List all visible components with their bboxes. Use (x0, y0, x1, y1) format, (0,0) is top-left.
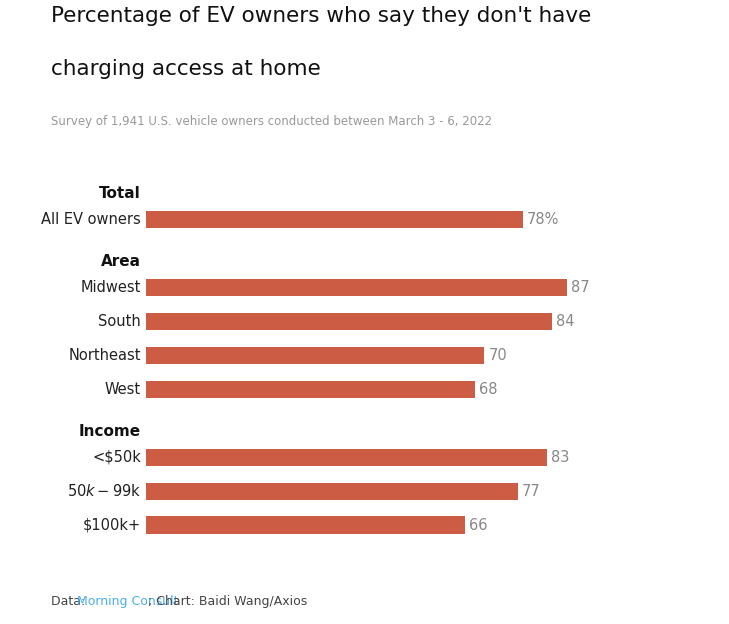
Text: 84: 84 (556, 314, 574, 329)
Text: $100k+: $100k+ (83, 518, 141, 533)
Bar (146, 517, 465, 534)
Text: $50k-$99k: $50k-$99k (67, 484, 141, 499)
Text: Percentage of EV owners who say they don't have: Percentage of EV owners who say they don… (51, 6, 591, 26)
Text: charging access at home: charging access at home (51, 59, 321, 79)
Bar (146, 346, 485, 364)
Bar (146, 278, 566, 296)
Bar (146, 313, 552, 330)
Text: 78%: 78% (527, 212, 559, 227)
Text: ; Chart: Baidi Wang/Axios: ; Chart: Baidi Wang/Axios (148, 595, 307, 608)
Text: 70: 70 (488, 348, 507, 363)
Text: 68: 68 (479, 382, 497, 397)
Bar (146, 449, 547, 466)
Text: Northeast: Northeast (69, 348, 141, 363)
Text: <$50k: <$50k (92, 450, 141, 465)
Text: South: South (98, 314, 141, 329)
Text: Total: Total (99, 187, 141, 202)
Bar (146, 482, 518, 500)
Text: All EV owners: All EV owners (42, 212, 141, 227)
Bar (146, 211, 523, 228)
Text: 87: 87 (571, 280, 589, 295)
Text: 66: 66 (469, 518, 488, 533)
Text: Data:: Data: (51, 595, 89, 608)
Text: Income: Income (79, 424, 141, 439)
Text: 77: 77 (522, 484, 541, 499)
Text: 83: 83 (551, 450, 569, 465)
Text: Morning Consult: Morning Consult (77, 595, 178, 608)
Text: Midwest: Midwest (81, 280, 141, 295)
Text: West: West (105, 382, 141, 397)
Bar (146, 381, 475, 398)
Text: Survey of 1,941 U.S. vehicle owners conducted between March 3 - 6, 2022: Survey of 1,941 U.S. vehicle owners cond… (51, 115, 492, 129)
Text: Area: Area (101, 255, 141, 270)
